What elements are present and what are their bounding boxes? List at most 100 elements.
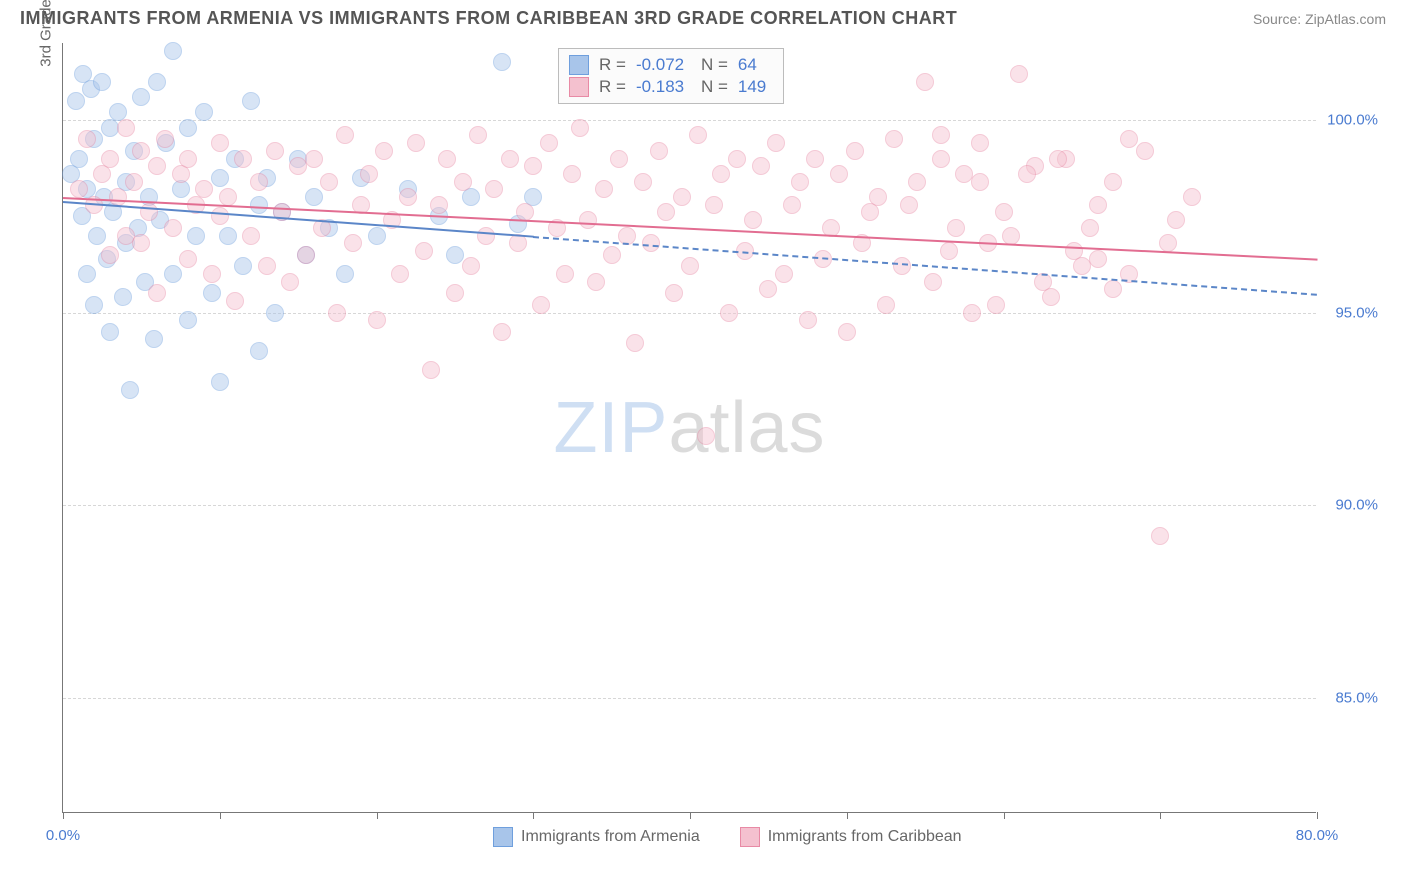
- data-point: [1065, 242, 1083, 260]
- legend-label: Immigrants from Armenia: [521, 828, 700, 845]
- data-point: [610, 150, 628, 168]
- data-point: [211, 134, 229, 152]
- data-point: [179, 150, 197, 168]
- gridline: [63, 698, 1316, 699]
- data-point: [336, 265, 354, 283]
- data-point: [454, 173, 472, 191]
- data-point: [70, 150, 88, 168]
- data-point: [195, 180, 213, 198]
- data-point: [987, 296, 1005, 314]
- x-tick-mark: [690, 812, 691, 819]
- legend-swatch: [740, 827, 760, 847]
- data-point: [145, 330, 163, 348]
- data-point: [657, 203, 675, 221]
- stats-n-label: N =: [701, 77, 728, 97]
- x-tick-mark: [1004, 812, 1005, 819]
- data-point: [297, 246, 315, 264]
- data-point: [532, 296, 550, 314]
- data-point: [767, 134, 785, 152]
- data-point: [1104, 173, 1122, 191]
- data-point: [869, 188, 887, 206]
- x-tick-label: 80.0%: [1296, 827, 1339, 844]
- data-point: [1151, 527, 1169, 545]
- stats-n-value: 64: [738, 55, 773, 75]
- data-point: [493, 53, 511, 71]
- data-point: [1010, 65, 1028, 83]
- data-point: [360, 165, 378, 183]
- data-point: [995, 203, 1013, 221]
- data-point: [783, 196, 801, 214]
- data-point: [250, 173, 268, 191]
- bottom-legend: Immigrants from ArmeniaImmigrants from C…: [493, 827, 962, 847]
- data-point: [320, 173, 338, 191]
- data-point: [900, 196, 918, 214]
- data-point: [172, 180, 190, 198]
- x-tick-mark: [220, 812, 221, 819]
- data-point: [407, 134, 425, 152]
- data-point: [85, 296, 103, 314]
- data-point: [132, 88, 150, 106]
- data-point: [744, 211, 762, 229]
- y-tick-label: 90.0%: [1335, 497, 1378, 514]
- data-point: [595, 180, 613, 198]
- data-point: [1049, 150, 1067, 168]
- data-point: [524, 157, 542, 175]
- data-point: [203, 265, 221, 283]
- data-point: [132, 234, 150, 252]
- x-tick-mark: [1160, 812, 1161, 819]
- data-point: [226, 292, 244, 310]
- data-point: [493, 323, 511, 341]
- data-point: [477, 227, 495, 245]
- gridline: [63, 120, 1316, 121]
- data-point: [70, 180, 88, 198]
- data-point: [164, 42, 182, 60]
- data-point: [563, 165, 581, 183]
- data-point: [579, 211, 597, 229]
- data-point: [156, 130, 174, 148]
- data-point: [195, 103, 213, 121]
- data-point: [462, 188, 480, 206]
- data-point: [571, 119, 589, 137]
- data-point: [932, 150, 950, 168]
- data-point: [556, 265, 574, 283]
- data-point: [642, 234, 660, 252]
- data-point: [861, 203, 879, 221]
- data-point: [179, 250, 197, 268]
- stats-r-label: R =: [599, 55, 626, 75]
- data-point: [1136, 142, 1154, 160]
- legend-swatch: [569, 55, 589, 75]
- data-point: [1002, 227, 1020, 245]
- data-point: [211, 207, 229, 225]
- stats-n-label: N =: [701, 55, 728, 75]
- data-point: [1018, 165, 1036, 183]
- watermark: ZIPatlas: [553, 387, 825, 469]
- data-point: [916, 73, 934, 91]
- data-point: [1081, 219, 1099, 237]
- stats-row: R =-0.183N =149: [569, 77, 773, 97]
- y-axis-label: 3rd Grade: [37, 0, 54, 67]
- stats-r-label: R =: [599, 77, 626, 97]
- plot-area: ZIPatlas 85.0%90.0%95.0%100.0%0.0%80.0%R…: [62, 43, 1316, 813]
- data-point: [791, 173, 809, 191]
- data-point: [101, 323, 119, 341]
- data-point: [242, 92, 260, 110]
- data-point: [121, 381, 139, 399]
- data-point: [211, 373, 229, 391]
- data-point: [462, 257, 480, 275]
- data-point: [806, 150, 824, 168]
- y-tick-label: 85.0%: [1335, 689, 1378, 706]
- data-point: [78, 130, 96, 148]
- data-point: [203, 284, 221, 302]
- data-point: [117, 119, 135, 137]
- data-point: [187, 227, 205, 245]
- data-point: [422, 361, 440, 379]
- data-point: [258, 257, 276, 275]
- data-point: [963, 304, 981, 322]
- data-point: [234, 150, 252, 168]
- data-point: [501, 150, 519, 168]
- data-point: [947, 219, 965, 237]
- data-point: [830, 165, 848, 183]
- data-point: [132, 142, 150, 160]
- data-point: [626, 334, 644, 352]
- stats-r-value: -0.183: [636, 77, 691, 97]
